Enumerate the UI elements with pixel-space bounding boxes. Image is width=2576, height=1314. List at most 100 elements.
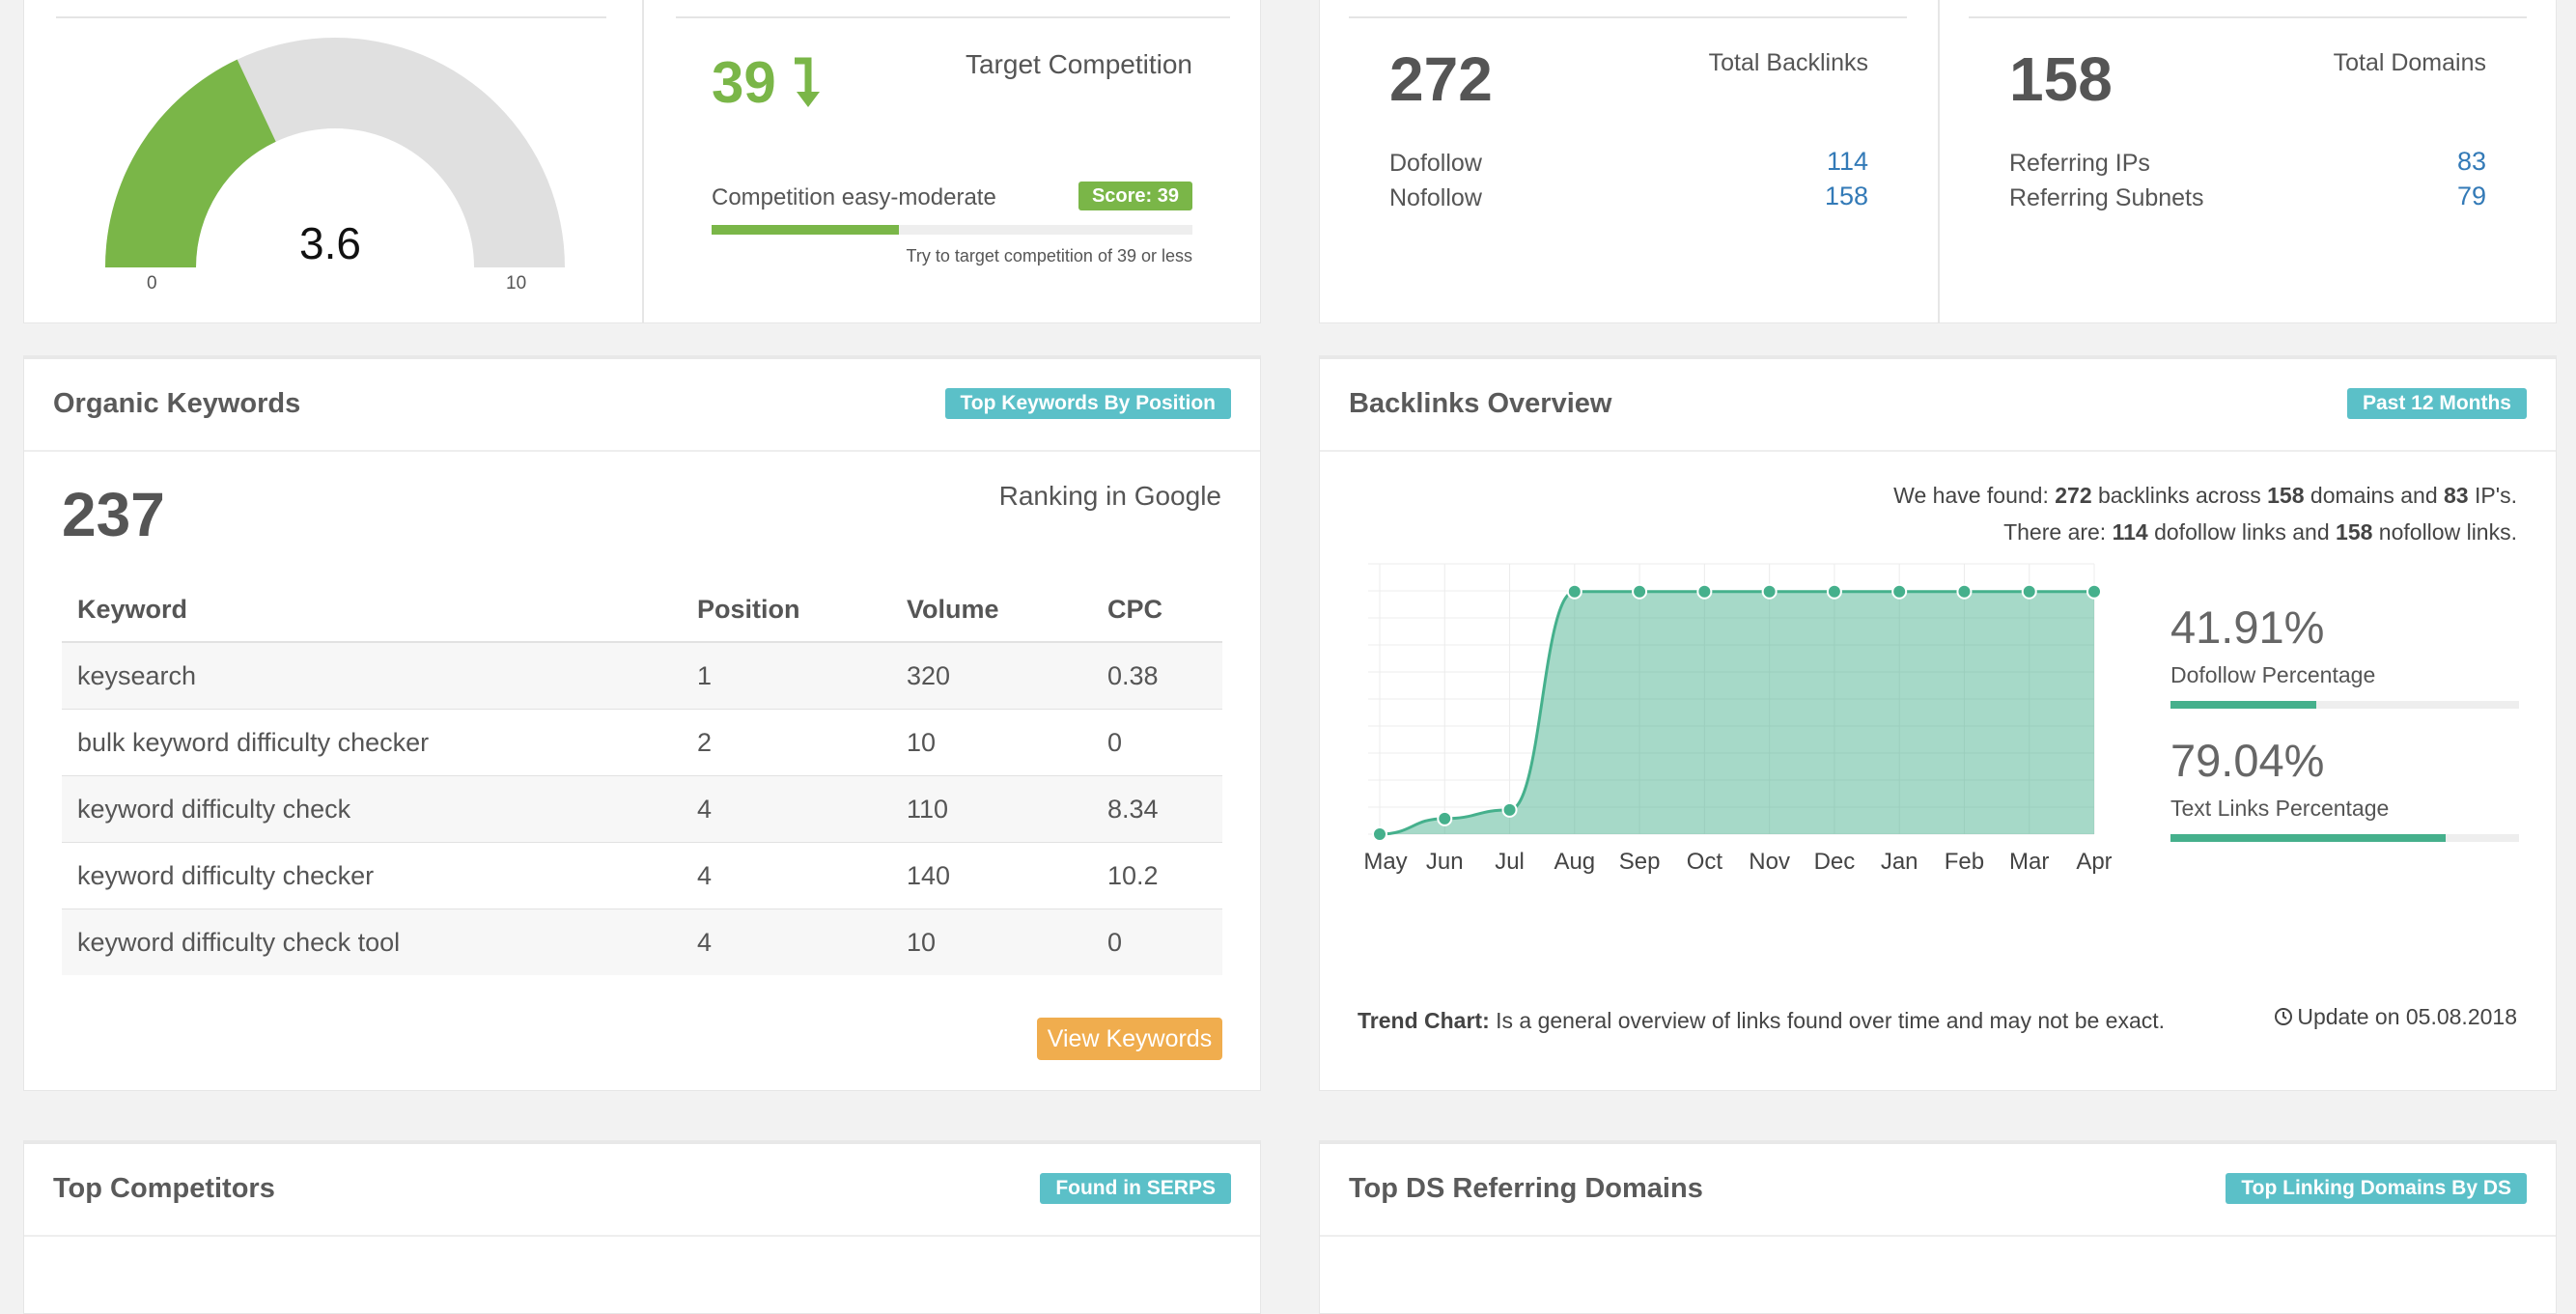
volume-cell: 10: [891, 909, 1092, 975]
table-header-row: Keyword Position Volume CPC: [62, 577, 1222, 643]
volume-cell: 140: [891, 842, 1092, 909]
x-tick-label: Oct: [1687, 849, 1723, 875]
dofollow-label: Dofollow: [1389, 150, 1482, 177]
keyword-cell: keyword difficulty check: [62, 775, 682, 843]
position-cell: 4: [682, 909, 891, 975]
found-in-serps-badge[interactable]: Found in SERPS: [1040, 1173, 1231, 1204]
data-point: [2086, 583, 2102, 600]
organic-keywords-panel: Organic Keywords Top Keywords By Positio…: [23, 355, 1261, 1091]
backlinks-trend-chart: May Jun Jul Aug Sep Oct Nov Dec Jan Feb Mar Apr: [1363, 563, 2112, 875]
x-tick-label: Dec: [1814, 849, 1856, 875]
total-backlinks-card: 272 Total Backlinks Dofollow 114 Nofollo…: [1319, 0, 1939, 323]
data-point: [1372, 826, 1387, 842]
trend-chart-note: Trend Chart: Is a general overview of li…: [1358, 1008, 2166, 1033]
score-badge: Score: 39: [1078, 182, 1192, 210]
referring-ips-label: Referring IPs: [2009, 150, 2150, 177]
panel-title: Organic Keywords: [53, 388, 301, 419]
trend-area: [1380, 591, 2094, 834]
competition-card: 39 Target Competition Competition easy-m…: [643, 0, 1261, 323]
gauge-max-label: 10: [506, 273, 527, 294]
x-tick-label: Jun: [1426, 849, 1464, 875]
column-header-cpc[interactable]: CPC: [1092, 577, 1222, 643]
clock-icon: [2275, 1008, 2293, 1025]
competition-progress-bar: [712, 225, 1192, 235]
gauge-min-label: 0: [147, 273, 157, 294]
top-competitors-panel: Top Competitors Found in SERPS: [23, 1140, 1261, 1314]
x-tick-label: Jul: [1495, 849, 1525, 875]
panel-title: Top Competitors: [53, 1173, 275, 1204]
dofollow-count: 114: [1826, 147, 1868, 176]
text-links-progress-bar: [2170, 834, 2519, 842]
x-tick-label: May: [1363, 849, 1407, 875]
nofollow-label: Nofollow: [1389, 184, 1482, 211]
position-cell: 4: [682, 775, 891, 843]
x-tick-label: Aug: [1554, 849, 1595, 875]
x-tick-label: Apr: [2076, 849, 2112, 875]
volume-cell: 10: [891, 709, 1092, 776]
backlinks-overview-panel: Backlinks Overview Past 12 Months We hav…: [1319, 355, 2557, 1091]
keyword-cell: keysearch: [62, 641, 682, 710]
column-header-volume[interactable]: Volume: [891, 577, 1092, 643]
position-cell: 1: [682, 641, 891, 710]
competition-value: 39: [712, 50, 776, 115]
update-date: Update on 05.08.2018: [2274, 1004, 2517, 1030]
dofollow-percentage-label: Dofollow Percentage: [2170, 662, 2376, 687]
panel-title: Top DS Referring Domains: [1349, 1173, 1703, 1204]
column-header-position[interactable]: Position: [682, 577, 891, 643]
table-row[interactable]: keyword difficulty check tool 4 10 0: [62, 909, 1222, 975]
cpc-cell: 10.2: [1092, 842, 1222, 909]
table-row[interactable]: keysearch 1 320 0.38: [62, 641, 1222, 710]
data-point: [1437, 810, 1453, 826]
top-referring-domains-panel: Top DS Referring Domains Top Linking Dom…: [1319, 1140, 2557, 1314]
x-tick-label: Mar: [2009, 849, 2049, 875]
data-point: [1826, 583, 1842, 600]
top-keywords-badge[interactable]: Top Keywords By Position: [944, 388, 1231, 419]
referring-ips-count: 83: [2456, 147, 2486, 176]
dofollow-progress-fill: [2170, 701, 2317, 709]
x-tick-label: Jan: [1881, 849, 1918, 875]
view-keywords-button[interactable]: View Keywords: [1037, 1018, 1222, 1060]
top-linking-domains-badge[interactable]: Top Linking Domains By DS: [2226, 1173, 2527, 1204]
dofollow-percentage: 41.91%: [2170, 601, 2325, 653]
text-links-progress-fill: [2170, 834, 2447, 842]
volume-cell: 110: [891, 775, 1092, 843]
data-point: [1632, 583, 1648, 600]
referring-subnets-count: 79: [2456, 182, 2486, 210]
table-row[interactable]: keyword difficulty check 4 110 8.34: [62, 775, 1222, 843]
total-backlinks-value: 272: [1389, 44, 1493, 114]
text-links-percentage-label: Text Links Percentage: [2170, 796, 2390, 821]
data-point: [1956, 583, 1973, 600]
position-cell: 4: [682, 842, 891, 909]
total-domains-title: Total Domains: [2333, 49, 2486, 76]
cpc-cell: 0: [1092, 909, 1222, 975]
dofollow-progress-bar: [2170, 701, 2519, 709]
keywords-table: Keyword Position Volume CPC keysearch 1 …: [62, 577, 1222, 975]
keyword-cell: bulk keyword difficulty checker: [62, 709, 682, 776]
past-12-months-badge[interactable]: Past 12 Months: [2346, 388, 2527, 419]
table-row[interactable]: keyword difficulty checker 4 140 10.2: [62, 842, 1222, 909]
data-point: [1501, 801, 1518, 818]
score-gauge: [105, 38, 565, 268]
ranking-count: 237: [62, 480, 165, 549]
competition-title: Target Competition: [965, 49, 1192, 79]
total-domains-value: 158: [2009, 44, 2113, 114]
nofollow-count: 158: [1824, 182, 1868, 210]
table-row[interactable]: bulk keyword difficulty checker 2 10 0: [62, 709, 1222, 776]
volume-cell: 320: [891, 641, 1092, 710]
total-backlinks-title: Total Backlinks: [1708, 49, 1868, 76]
data-point: [1761, 583, 1778, 600]
x-tick-label: Feb: [1945, 849, 1984, 875]
cpc-cell: 8.34: [1092, 775, 1222, 843]
keyword-cell: keyword difficulty check tool: [62, 909, 682, 975]
cpc-cell: 0: [1092, 709, 1222, 776]
x-tick-label: Nov: [1749, 849, 1790, 875]
column-header-keyword[interactable]: Keyword: [62, 577, 682, 643]
data-point: [2021, 583, 2037, 600]
ranking-label: Ranking in Google: [998, 481, 1221, 511]
competition-bar-label: Competition easy-moderate: [712, 184, 996, 210]
panel-title: Backlinks Overview: [1349, 388, 1612, 419]
link-type-summary: There are: 114 dofollow links and 158 no…: [2003, 519, 2517, 545]
competition-progress-fill: [712, 225, 900, 235]
keyword-cell: keyword difficulty checker: [62, 842, 682, 909]
data-point: [1891, 583, 1908, 600]
